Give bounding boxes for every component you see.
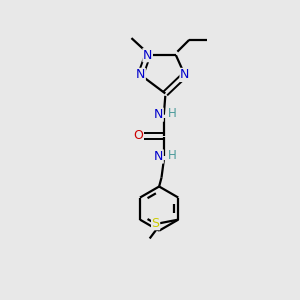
Text: N: N — [180, 68, 189, 81]
Text: N: N — [154, 108, 163, 121]
Text: H: H — [168, 107, 176, 120]
Text: H: H — [168, 148, 176, 161]
Text: N: N — [143, 49, 152, 62]
Text: N: N — [154, 150, 163, 163]
Text: S: S — [152, 217, 160, 230]
Text: O: O — [133, 129, 143, 142]
Text: N: N — [136, 68, 145, 81]
